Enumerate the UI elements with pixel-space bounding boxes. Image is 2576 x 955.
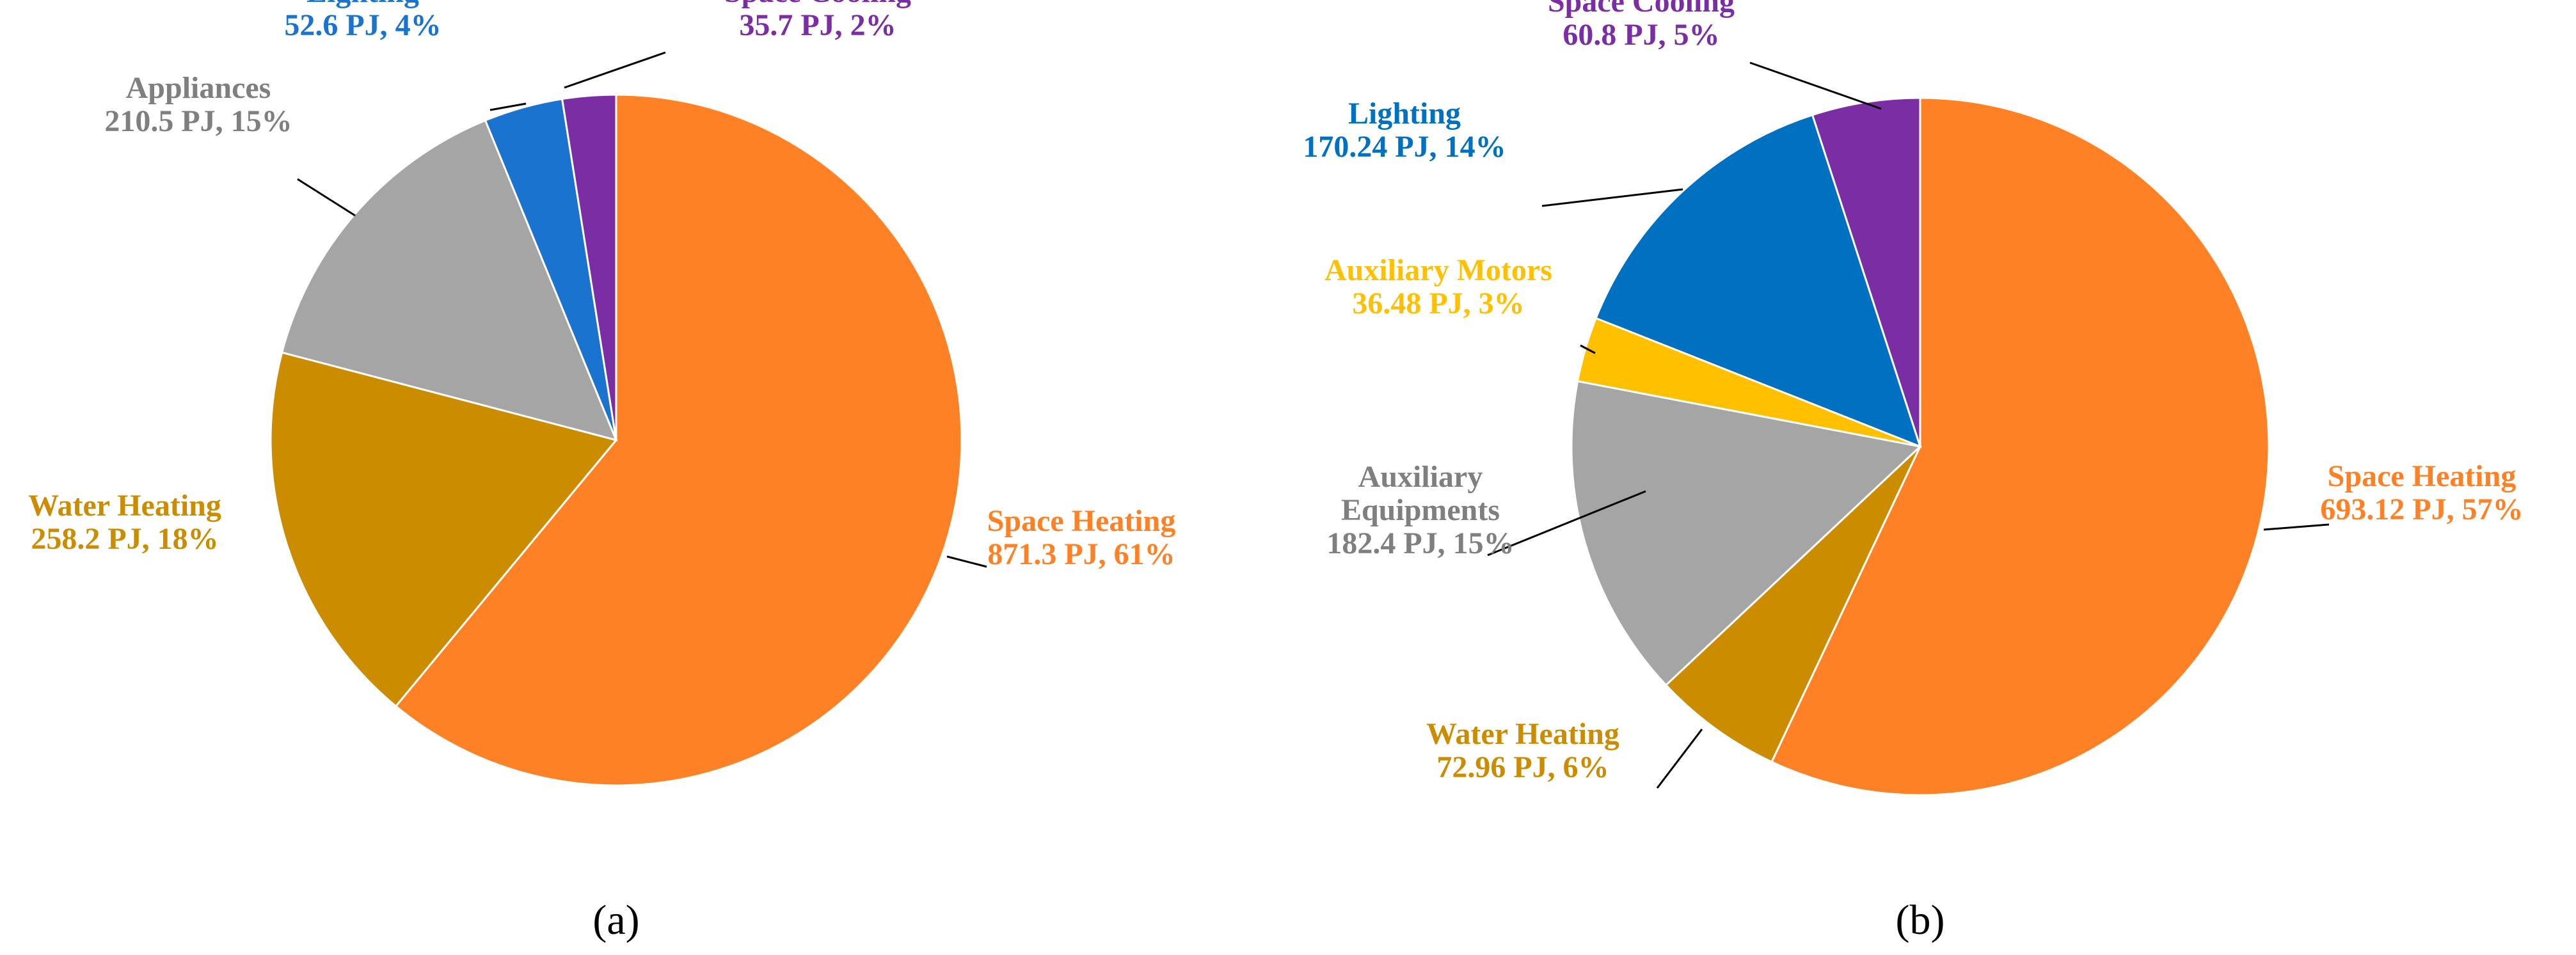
leader-line-space-cooling [1749,61,1882,110]
data-label-space-cooling: Space Cooling35.7 PJ, 2% [724,0,911,42]
data-label-water-heating: Water Heating 72.96 PJ, 6% [1426,717,1619,784]
data-label-space-cooling: Space Cooling 60.8 PJ, 5% [1548,0,1735,52]
leader-line-auxiliary-equipments [1487,490,1646,556]
leader-line-lighting [1541,188,1683,207]
pie-chart-b: Space Heating 693.12 PJ, 57% Water Heating… [1303,0,2524,796]
leader-line-water-heating [1656,729,1703,789]
pie-slice-water-heating [269,351,618,708]
pie-slice-space-heating [1770,97,2270,796]
leader-line-auxiliary-motors [1580,344,1596,354]
pie-slice-water-heating [1664,445,1921,764]
data-label-auxiliary-motors: Auxiliary Motors 36.48 PJ, 3% [1324,253,1552,320]
pie-slice-space-heating [394,93,963,787]
pie-slice-auxiliary-equipments [1570,380,1923,687]
leader-line-space-heating [946,555,987,568]
pie-slice-space-cooling [1811,97,1921,447]
leader-line-space-heating [2263,523,2330,531]
pie-slice-appliances [280,119,618,442]
data-label-water-heating: Water Heating 258.2 PJ, 18% [28,489,221,556]
data-label-appliances: Appliances 210.5 PJ, 15% [104,71,292,138]
pie-slice-space-cooling [561,93,617,441]
data-label-space-heating: Space Heating 871.3 PJ, 61% [987,504,1176,571]
leader-line-space-cooling [564,51,666,89]
data-label-auxiliary-equipments: Auxiliary Equipments 182.4 PJ, 15% [1326,460,1514,560]
caption-b: (b) [1896,897,1945,943]
caption-a: (a) [592,897,639,943]
pie-chart-a: Space Heating 871.3 PJ, 61% Water Heating 2… [28,0,1176,787]
data-label-space-heating: Space Heating 693.12 PJ, 57% [2320,459,2523,526]
leader-line-appliances [297,178,356,217]
data-label-lighting: Lighting 170.24 PJ, 14% [1303,97,1506,164]
leader-line-lighting [489,102,527,111]
data-label-lighting: Lighting52.6 PJ, 4% [284,0,441,42]
